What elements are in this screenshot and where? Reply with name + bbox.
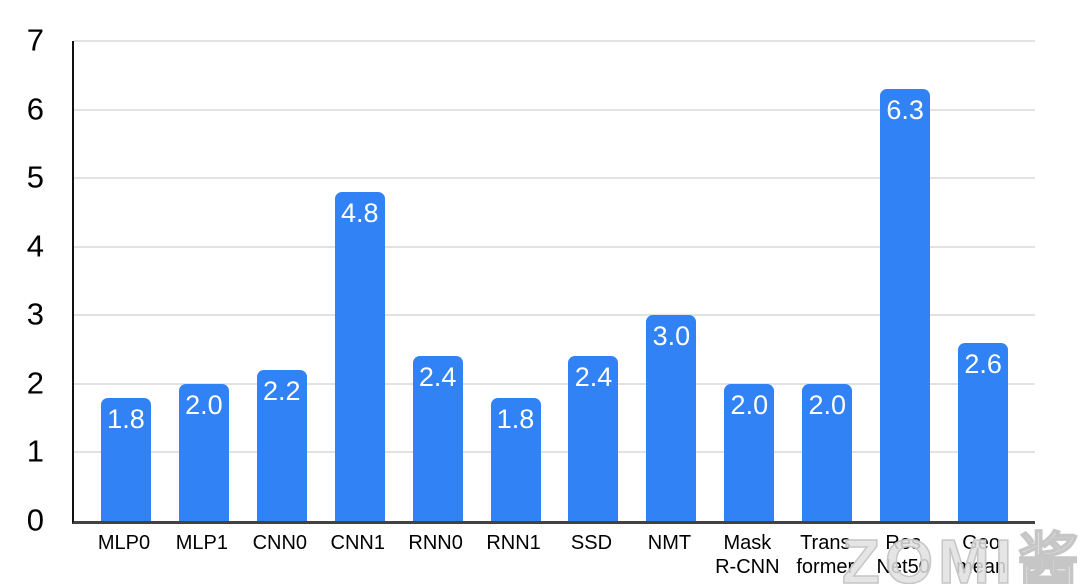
x-axis: MLP0 MLP1 CNN0 CNN1 RNN0 RNN1 SSD NMT Mask R-CNN…: [72, 531, 1033, 579]
bar-slot-nmt: 3.0: [632, 41, 710, 521]
bar-cnn1: 4.8: [334, 191, 385, 521]
x-label-mlp1: MLP1: [175, 532, 228, 554]
bar-ssd: 2.4: [568, 356, 619, 521]
bar-slot-mlp1: 2.0: [165, 41, 243, 521]
x-label-resnet50: Res Net50: [876, 532, 930, 578]
x-label-transformer: Trans former: [796, 532, 855, 578]
gridline-2: [74, 382, 1035, 385]
gridline-3: [74, 314, 1035, 317]
gridline-1: [74, 451, 1035, 454]
bar-resnet50: 6.3: [880, 89, 931, 521]
bar-slot-mlp0: 1.8: [87, 41, 165, 521]
bars: 1.8 2.0 2.2 4.8 2.4 1.8 2.4 3.0 2.0 2.0 6.3 2.6: [74, 41, 1035, 521]
y-tick-label-6: 6: [26, 91, 44, 127]
x-label-rnn1: RNN1: [486, 532, 541, 554]
bar-mlp1: 2.0: [178, 383, 229, 521]
bar-geo-mean: 2.6: [958, 342, 1009, 521]
plot-area: 1.8 2.0 2.2 4.8 2.4 1.8 2.4 3.0 2.0 2.0 6.3 2.6: [72, 40, 1035, 524]
bar-slot-mask-r-cnn: 2.0: [710, 41, 788, 521]
y-tick-label-7: 7: [26, 22, 44, 58]
gridline-7: [74, 40, 1035, 42]
bar-slot-cnn0: 2.2: [243, 41, 321, 521]
bar-value-label: 6.3: [886, 95, 924, 125]
bar-slot-rnn1: 1.8: [477, 41, 555, 521]
y-tick-label-0: 0: [26, 502, 44, 538]
bar-slot-geo-mean: 2.6: [944, 41, 1022, 521]
bar-value-label: 2.6: [964, 348, 1002, 379]
bar-value-label: 3.0: [652, 321, 691, 352]
bar-cnn0: 2.2: [256, 370, 307, 521]
y-axis: 0 1 2 3 4 5 6 7: [0, 25, 58, 536]
x-label-mlp0: MLP0: [97, 532, 151, 554]
bar-mlp0: 1.8: [100, 397, 151, 521]
bar-slot-resnet50: 6.3: [866, 41, 944, 521]
bar-slot-cnn1: 4.8: [321, 41, 399, 521]
bar-slot-ssd: 2.4: [555, 41, 633, 521]
bar-slot-rnn0: 2.4: [399, 41, 477, 521]
x-label-mask-r-cnn: Mask R-CNN: [715, 532, 780, 578]
x-label-nmt: NMT: [647, 532, 692, 554]
x-label-rnn0: RNN0: [408, 532, 463, 554]
y-tick-label-1: 1: [26, 433, 44, 469]
bar-value-label: 2.0: [808, 389, 847, 420]
bar-value-label: 1.8: [496, 403, 535, 434]
y-tick-label-5: 5: [26, 159, 44, 195]
bar-slot-transformer: 2.0: [788, 41, 866, 521]
gridline-6: [74, 108, 1035, 111]
bar-nmt: 3.0: [646, 315, 697, 521]
y-tick-label-3: 3: [26, 296, 44, 332]
bar-transformer: 2.0: [802, 383, 853, 521]
gridline-5: [74, 177, 1035, 180]
x-label-geo-mean: Geo mean: [956, 532, 1007, 578]
y-tick-label-4: 4: [26, 228, 44, 264]
x-label-cnn0: CNN0: [252, 532, 308, 554]
y-tick-label-2: 2: [26, 365, 44, 401]
bar-value-label: 1.8: [107, 403, 145, 434]
bar-value-label: 2.4: [574, 362, 613, 393]
bar-value-label: 2.0: [185, 389, 223, 420]
bar-value-label: 2.0: [730, 389, 769, 420]
bar-rnn0: 2.4: [412, 356, 463, 521]
bar-mask-r-cnn: 2.0: [724, 383, 775, 521]
bar-rnn1: 1.8: [490, 397, 541, 521]
bar-value-label: 4.8: [340, 197, 379, 228]
x-label-cnn1: CNN1: [330, 532, 385, 554]
bar-value-label: 2.4: [418, 362, 457, 393]
gridline-4: [74, 245, 1035, 248]
x-label-ssd: SSD: [570, 532, 613, 554]
bar-value-label: 2.2: [263, 376, 301, 407]
